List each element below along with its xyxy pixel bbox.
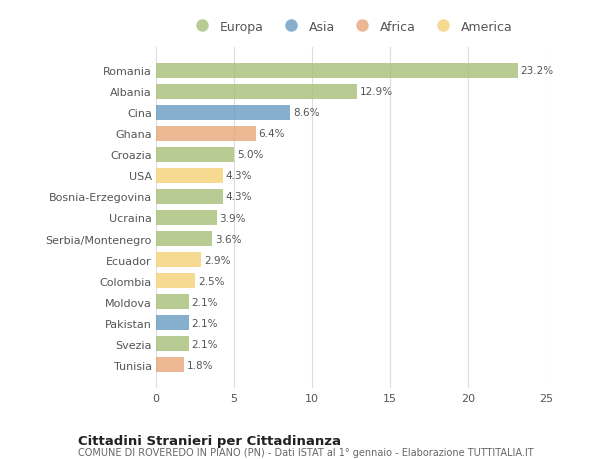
Bar bbox=[156, 168, 223, 184]
Legend: Europa, Asia, Africa, America: Europa, Asia, Africa, America bbox=[190, 21, 512, 34]
Text: 2.1%: 2.1% bbox=[191, 339, 218, 349]
Text: 2.5%: 2.5% bbox=[198, 276, 224, 286]
Bar bbox=[156, 315, 189, 330]
Bar bbox=[156, 190, 223, 205]
Bar bbox=[156, 294, 189, 309]
Text: 5.0%: 5.0% bbox=[237, 150, 263, 160]
Text: 2.1%: 2.1% bbox=[191, 297, 218, 307]
Bar bbox=[156, 84, 357, 100]
Bar bbox=[156, 147, 234, 162]
Bar bbox=[156, 336, 189, 352]
Bar bbox=[156, 231, 212, 246]
Bar bbox=[156, 274, 195, 289]
Text: 4.3%: 4.3% bbox=[226, 171, 253, 181]
Bar bbox=[156, 211, 217, 225]
Text: 6.4%: 6.4% bbox=[259, 129, 285, 139]
Bar bbox=[156, 357, 184, 372]
Text: 3.6%: 3.6% bbox=[215, 234, 241, 244]
Text: 23.2%: 23.2% bbox=[521, 66, 554, 76]
Text: 2.9%: 2.9% bbox=[204, 255, 230, 265]
Bar bbox=[156, 127, 256, 142]
Text: 12.9%: 12.9% bbox=[360, 87, 393, 97]
Text: 3.9%: 3.9% bbox=[220, 213, 246, 223]
Bar bbox=[156, 106, 290, 121]
Text: Cittadini Stranieri per Cittadinanza: Cittadini Stranieri per Cittadinanza bbox=[78, 434, 341, 447]
Text: COMUNE DI ROVEREDO IN PIANO (PN) - Dati ISTAT al 1° gennaio - Elaborazione TUTTI: COMUNE DI ROVEREDO IN PIANO (PN) - Dati … bbox=[78, 448, 533, 458]
Text: 2.1%: 2.1% bbox=[191, 318, 218, 328]
Text: 1.8%: 1.8% bbox=[187, 360, 214, 370]
Text: 8.6%: 8.6% bbox=[293, 108, 319, 118]
Text: 4.3%: 4.3% bbox=[226, 192, 253, 202]
Bar bbox=[156, 252, 201, 268]
Bar bbox=[156, 64, 518, 79]
